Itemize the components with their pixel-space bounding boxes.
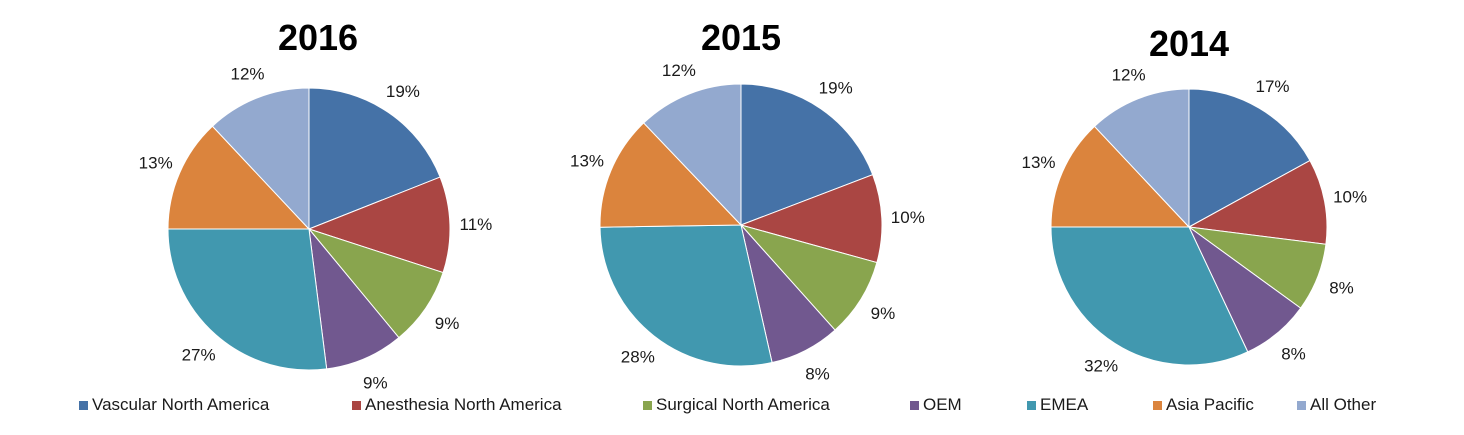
legend-item-asia-pacific: Asia Pacific [1153,395,1254,415]
data-label-surgical-north-america: 9% [871,304,896,323]
pie-slice-emea [599,224,773,367]
pie-chart-2016: 2016 19% 11% 9% 9% 27% 13% 12% [139,17,493,390]
pie-slice-asia-pacific [167,125,311,230]
legend-swatch [1297,400,1306,410]
data-label-surgical-north-america: 9% [435,314,460,333]
pie-slice-anesthesia-north-america [739,174,883,264]
data-label-all-other: 12% [1112,66,1146,85]
legend-item-emea: EMEA [1027,395,1088,415]
legend-label: Asia Pacific [1166,395,1254,414]
data-label-anesthesia-north-america: 10% [891,208,925,227]
chart-title-2014: 2014 [1149,23,1229,64]
data-label-all-other: 12% [662,61,696,80]
pie-slice-asia-pacific [599,122,743,228]
chart-title-2015: 2015 [701,17,781,58]
pie-slice-vascular-north-america [1188,88,1311,228]
legend-label: EMEA [1040,395,1089,414]
legend-label: Vascular North America [92,395,270,414]
data-label-asia-pacific: 13% [570,152,604,171]
data-label-anesthesia-north-america: 10% [1333,187,1367,206]
pie-slice-all-other [1093,88,1190,229]
data-label-asia-pacific: 13% [139,154,173,173]
legend-label: OEM [923,395,962,414]
chart-title-2016: 2016 [278,17,358,58]
data-label-surgical-north-america: 8% [1329,278,1354,297]
data-label-all-other: 12% [230,65,264,84]
pie-chart-2015: 2015 19% 10% 9% 8% 28% 13% 12% [570,17,925,383]
legend-item-vascular-north-america: Vascular North America [79,395,269,415]
data-label-oem: 8% [1281,344,1306,363]
legend: Vascular North America Anesthesia North … [0,392,1464,422]
data-label-asia-pacific: 13% [1021,153,1055,172]
legend-item-all-other: All Other [1297,395,1376,415]
legend-label: All Other [1310,395,1377,414]
data-label-anesthesia-north-america: 11% [460,215,493,234]
pie-charts: 2016 19% 11% 9% 9% 27% 13% 12% 2015 19% 10% 9% 8%… [139,17,1367,390]
legend-swatch [352,400,361,410]
pie-slice-all-other [642,83,742,227]
data-label-oem: 9% [363,373,388,390]
data-label-vascular-north-america: 19% [386,82,420,101]
pie-slice-anesthesia-north-america [307,176,451,274]
legend-label: Anesthesia North America [365,395,562,414]
data-label-vascular-north-america: 19% [819,78,853,97]
legend-swatch [910,400,919,410]
pie-slice-emea [167,228,328,371]
legend-swatch [1153,400,1162,410]
data-label-emea: 27% [182,345,216,364]
pie-chart-2014: 2014 17% 10% 8% 8% 32% 13% 12% [1021,23,1367,376]
legend-item-surgical-north-america: Surgical North America [643,395,830,415]
data-label-oem: 8% [805,364,830,383]
legend-swatch [79,400,88,410]
legend-item-anesthesia-north-america: Anesthesia North America [352,395,562,415]
data-label-vascular-north-america: 17% [1255,77,1289,96]
pie-slice-all-other [211,87,310,231]
legend-label: Surgical North America [656,395,830,414]
pie-slice-asia-pacific [1050,125,1191,228]
data-label-emea: 32% [1084,357,1118,376]
pie-slice-surgical-north-america [739,224,878,331]
pie-slice-vascular-north-america [308,87,441,230]
pie-slice-anesthesia-north-america [1187,159,1328,245]
pie-slice-emea [1050,226,1249,366]
pie-slice-surgical-north-america [307,227,444,339]
legend-swatch [1027,400,1036,410]
pie-slice-oem [308,227,400,370]
pie-slice-vascular-north-america [740,83,874,226]
legend-swatch [643,400,652,410]
legend-item-oem: OEM [910,395,962,415]
data-label-emea: 28% [621,347,655,366]
